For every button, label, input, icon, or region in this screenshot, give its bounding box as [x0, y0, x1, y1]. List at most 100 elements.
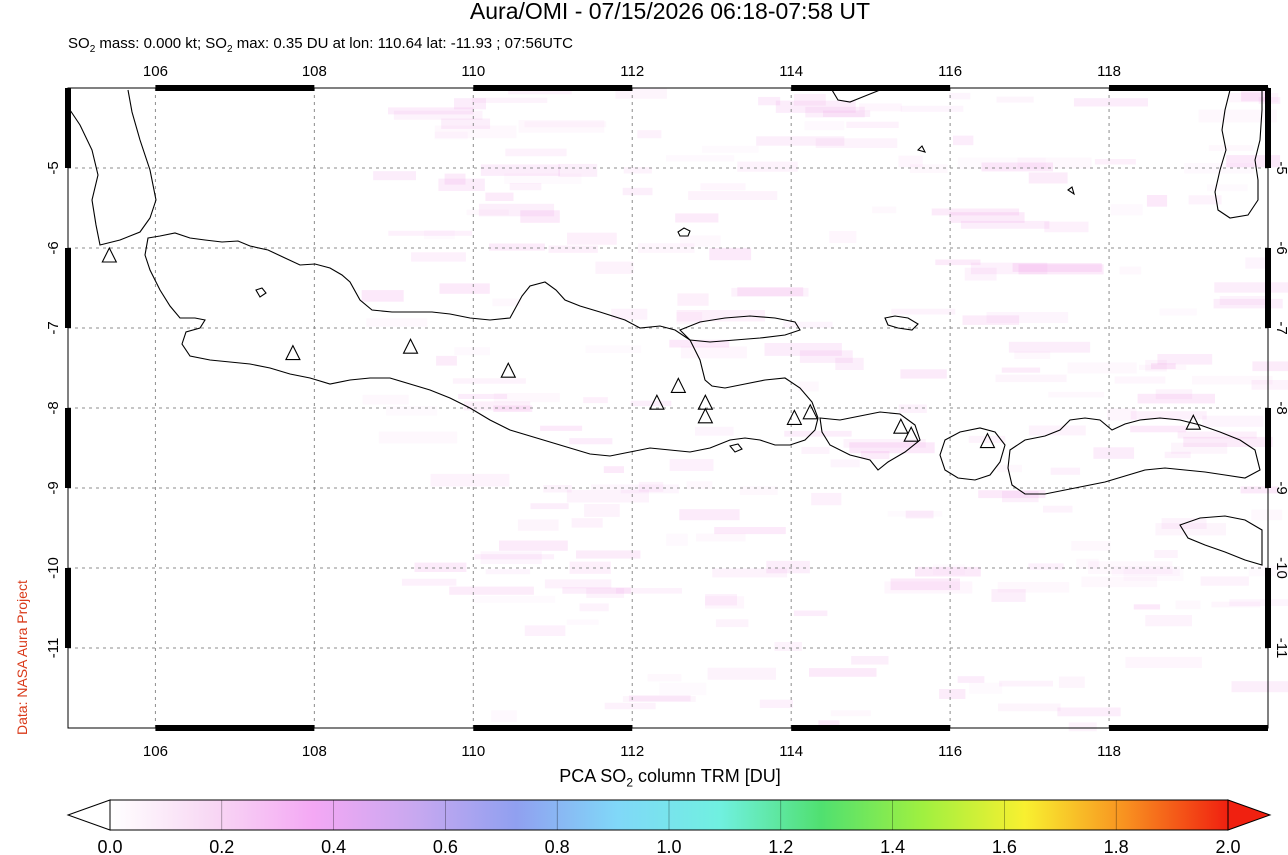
lat-label-left: -8	[45, 401, 62, 414]
so2-streak	[680, 235, 721, 247]
so2-streak	[1231, 681, 1288, 693]
so2-streak	[999, 680, 1053, 687]
lon-label-top: 118	[1097, 63, 1121, 80]
lat-label-right: -5	[1273, 161, 1288, 174]
so2-streak	[1119, 266, 1142, 275]
so2-streak	[1245, 257, 1270, 269]
so2-streak	[452, 378, 526, 384]
so2-streak	[676, 310, 765, 322]
so2-streak	[1154, 550, 1178, 558]
so2-streak	[1076, 558, 1099, 569]
so2-streak	[801, 446, 830, 454]
so2-streak	[696, 533, 746, 542]
so2-streak	[764, 343, 842, 356]
so2-streak	[1057, 707, 1121, 717]
so2-streak	[1157, 354, 1213, 365]
so2-streak	[695, 426, 734, 436]
so2-streak	[811, 492, 842, 506]
coastline-borneo	[831, 89, 881, 103]
so2-streak	[1110, 204, 1143, 216]
so2-streak	[676, 312, 703, 325]
frame-segment-bottom	[155, 725, 315, 731]
so2-map: 106 106 108 108 110 110 112 112 114 114 116 116 118 1…	[45, 63, 1288, 760]
so2-streak	[571, 518, 603, 528]
so2-streak	[622, 696, 696, 702]
frame-segment-bottom	[473, 725, 633, 731]
so2-streak	[493, 405, 533, 412]
so2-streak	[1145, 359, 1167, 372]
so2-streak	[737, 161, 798, 172]
lat-label-left: -7	[45, 321, 62, 334]
so2-streak	[1219, 296, 1271, 305]
so2-streak	[388, 107, 474, 115]
lon-label-bottom: 114	[779, 743, 803, 760]
lon-label-bottom: 112	[620, 743, 644, 760]
so2-streak	[1018, 264, 1104, 275]
lat-label-left: -5	[45, 161, 62, 174]
volcano-triangle-icon	[697, 393, 714, 410]
so2-streak	[1111, 566, 1180, 576]
colorbar-label: 1.8	[1104, 837, 1129, 855]
so2-streak	[949, 212, 1025, 223]
so2-streak	[677, 293, 709, 306]
so2-streak	[759, 699, 793, 708]
coastline-bawean	[255, 287, 267, 298]
so2-streak	[1044, 221, 1089, 233]
so2-streak	[1177, 431, 1257, 439]
so2-streak	[666, 155, 735, 162]
so2-streak	[524, 625, 566, 636]
so2-streak	[1164, 451, 1191, 459]
lat-label-right: -6	[1273, 241, 1288, 254]
so2-streak	[1130, 425, 1187, 433]
volcano-triangle-icon	[402, 337, 419, 354]
so2-streak	[957, 157, 1046, 170]
so2-streak	[414, 562, 467, 572]
volcano-triangle-icon	[1185, 413, 1202, 430]
volcano-triangle-icon	[697, 407, 714, 424]
so2-streak	[707, 667, 776, 680]
so2-streak	[628, 695, 691, 702]
coastline-sumba	[1179, 515, 1263, 566]
so2-streak	[666, 533, 688, 546]
so2-streak	[714, 527, 786, 535]
so2-streak	[373, 171, 416, 181]
so2-streak	[775, 100, 856, 113]
volcano-triangle-icon	[979, 432, 996, 449]
so2-streak	[595, 261, 634, 274]
frame-segment-right	[1265, 568, 1271, 648]
frame-segment-top	[791, 85, 951, 91]
colorbar-label: 1.4	[880, 837, 905, 855]
so2-streak	[890, 578, 960, 591]
so2-streak	[700, 183, 746, 191]
so2-streak	[1183, 436, 1273, 447]
so2-streak	[898, 155, 923, 168]
so2-streak	[623, 167, 652, 174]
so2-streak	[378, 431, 458, 444]
volcano-triangle-icon	[802, 403, 819, 420]
volcano-triangle-icon	[903, 425, 920, 442]
lon-label-top: 112	[620, 63, 644, 80]
subtitle-text-3: max: 0.35 DU at lon: 110.64 lat: -11.93 …	[232, 35, 573, 52]
volcano-markers	[101, 246, 1202, 449]
colorbar-label: 1.0	[656, 837, 681, 855]
so2-streak	[739, 486, 778, 495]
so2-streak	[630, 400, 672, 407]
so2-streak	[737, 287, 804, 297]
so2-streak	[434, 131, 468, 140]
so2-streak	[935, 259, 981, 266]
so2-streak	[688, 191, 778, 200]
so2-streak	[1229, 599, 1288, 606]
so2-streak	[1155, 389, 1193, 400]
so2-streak	[675, 213, 719, 223]
so2-streak	[362, 394, 409, 405]
so2-streak	[449, 586, 534, 595]
so2-streak	[981, 162, 1053, 172]
so2-streak	[939, 689, 966, 699]
so2-streak	[558, 163, 598, 177]
so2-streak	[705, 594, 737, 606]
frame-segment-left	[65, 88, 71, 168]
so2-streak	[567, 232, 617, 245]
so2-streak	[388, 230, 473, 236]
so2-streak	[1130, 411, 1207, 420]
lon-label-top: 116	[938, 63, 962, 80]
